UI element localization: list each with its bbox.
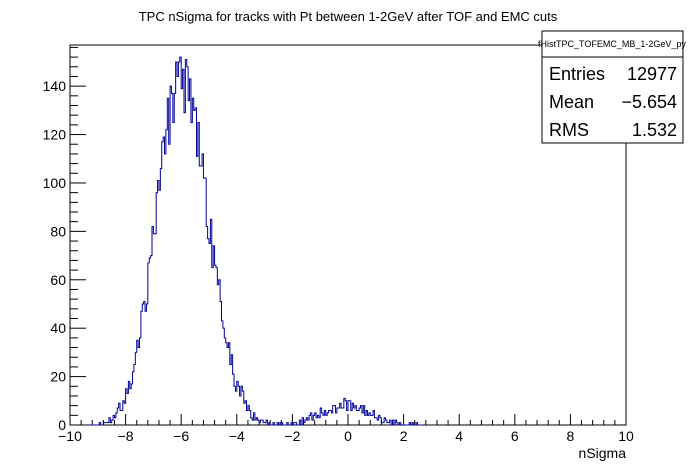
y-tick-label: 40 <box>50 320 66 336</box>
x-tick-label: 4 <box>455 428 463 444</box>
x-tick-label: 2 <box>400 428 408 444</box>
stats-box: fHistTPC_TOFEMC_MB_1-2GeV_py Entries 129… <box>538 30 686 144</box>
y-tick-label: 140 <box>43 78 67 94</box>
x-tick-label: 6 <box>511 428 519 444</box>
y-tick-label: 60 <box>50 272 66 288</box>
x-axis-label: nSigma <box>579 445 627 461</box>
stats-box-frame <box>541 30 684 144</box>
chart-title: TPC nSigma for tracks with Pt between 1-… <box>139 9 558 24</box>
x-tick-label: −6 <box>173 428 189 444</box>
x-tick-label: −10 <box>58 428 82 444</box>
x-tick-label: 0 <box>344 428 352 444</box>
y-tick-label: 80 <box>50 223 66 239</box>
stats-rms-label: RMS <box>549 120 589 140</box>
y-tick-label: 0 <box>58 417 66 433</box>
stats-histogram-name: fHistTPC_TOFEMC_MB_1-2GeV_py <box>538 39 686 49</box>
y-tick-label: 120 <box>43 127 67 143</box>
x-axis: −10 −8 −6 −4 −2 0 2 4 6 8 10 <box>58 414 634 444</box>
y-tick-label: 100 <box>43 175 67 191</box>
stats-mean-value: −5.654 <box>621 92 677 112</box>
histogram-line <box>89 56 424 426</box>
stats-entries-value: 12977 <box>627 64 677 84</box>
x-tick-label: 8 <box>567 428 575 444</box>
x-tick-label: −8 <box>118 428 134 444</box>
stats-rms-value: 1.532 <box>632 120 677 140</box>
stats-entries-label: Entries <box>549 64 605 84</box>
x-tick-label: 10 <box>618 428 634 444</box>
x-tick-label: −2 <box>284 428 300 444</box>
y-axis: 0 20 40 60 80 100 120 140 <box>43 46 86 433</box>
stats-mean-label: Mean <box>549 92 594 112</box>
x-tick-label: −4 <box>229 428 245 444</box>
y-tick-label: 20 <box>50 369 66 385</box>
